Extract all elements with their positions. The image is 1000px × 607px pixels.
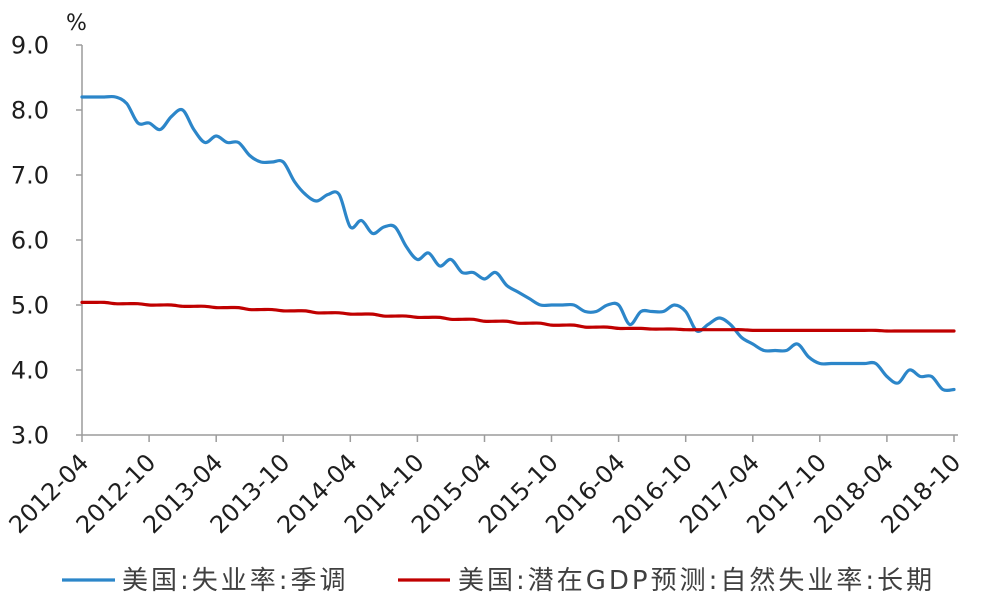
y-tick-label: 4.0 [11, 357, 49, 385]
y-tick-label: 6.0 [11, 227, 49, 255]
unemployment-rate-line [80, 94, 956, 393]
legend-label-unemployment-rate: 美国:失业率:季调 [122, 566, 349, 596]
y-axis-ticks: 3.0 4.0 5.0 6.0 7.0 8.0 9.0 [11, 32, 82, 450]
y-tick-label: 9.0 [11, 32, 49, 60]
legend-item-natural-unemployment-rate: 美国:潜在GDP预测:自然失业率:长期 [398, 566, 935, 596]
y-tick-label: 5.0 [11, 292, 49, 320]
x-axis-ticks: 2012-042012-102013-042013-102014-042014-… [4, 435, 966, 539]
plot-series [80, 94, 956, 393]
legend: 美国:失业率:季调 美国:潜在GDP预测:自然失业率:长期 [62, 566, 935, 596]
legend-item-unemployment-rate: 美国:失业率:季调 [62, 566, 349, 596]
y-axis-unit-label: % [66, 11, 87, 36]
y-tick-label: 3.0 [11, 422, 49, 450]
y-tick-label: 7.0 [11, 162, 49, 190]
legend-label-natural-unemployment-rate: 美国:潜在GDP预测:自然失业率:长期 [458, 566, 935, 596]
natural-unemployment-rate-line [80, 300, 956, 333]
y-tick-label: 8.0 [11, 97, 49, 125]
